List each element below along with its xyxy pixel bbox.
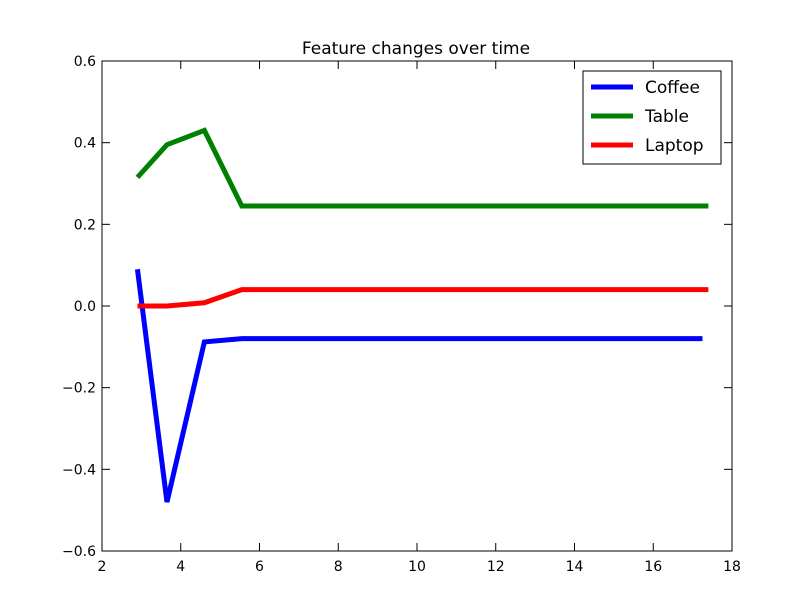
- x-tick-label: 18: [723, 559, 741, 575]
- x-tick-label: 4: [176, 559, 185, 575]
- y-tick-label: 0.6: [74, 54, 96, 70]
- x-tick-label: 16: [644, 559, 662, 575]
- y-tick-label: −0.2: [62, 381, 96, 397]
- x-tick-label: 14: [566, 559, 584, 575]
- x-tick-label: 12: [487, 559, 505, 575]
- legend: Coffee Table Laptop: [582, 70, 722, 165]
- chart-title: Feature changes over time: [302, 39, 530, 59]
- y-tick-label: −0.4: [62, 462, 96, 478]
- x-tick-label: 10: [408, 559, 426, 575]
- series-line-coffee: [134, 268, 703, 503]
- axes-layer: 2 4 6 8 10 12 14 16 18 −0.6 −0.4 −0.2 0.0 0.2 0.4 0.6: [62, 54, 741, 575]
- y-tick-label: 0.2: [74, 217, 96, 233]
- y-tick-label: −0.6: [62, 544, 96, 560]
- y-tick-label: 0.4: [74, 136, 96, 152]
- x-tick-label: 8: [334, 559, 343, 575]
- x-tick-label: 2: [98, 559, 107, 575]
- y-tick-label: 0.0: [74, 299, 96, 315]
- series-layer: [134, 127, 709, 503]
- legend-label-laptop: Laptop: [645, 136, 704, 156]
- x-tick-label: 6: [255, 559, 264, 575]
- series-line-table: [135, 127, 709, 209]
- series-line-laptop: [137, 287, 709, 309]
- legend-label-table: Table: [644, 107, 689, 127]
- legend-label-coffee: Coffee: [645, 78, 700, 98]
